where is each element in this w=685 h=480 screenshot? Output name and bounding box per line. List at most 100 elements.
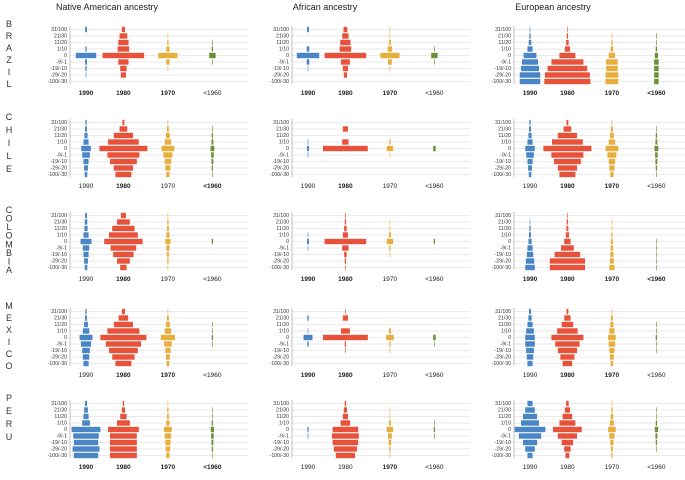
panel-mexico-1-bar-1990-bin-5 (307, 341, 309, 347)
panel-chile-2-cohort-label-1970: 1970 (605, 183, 620, 190)
panel-brazil-1-bar-1990-bin-0 (307, 26, 309, 33)
panel-colombia-1-tick-label: -9/-1 (278, 246, 289, 252)
panel-chile-0-bar-1980-bin-2 (113, 132, 133, 139)
panel-colombia-0-cohort-label-1990: 1990 (79, 276, 94, 283)
panel-colombia-0-bar-1980-bin-6 (113, 251, 134, 258)
panel-colombia-0-bar-1990-bin-4 (80, 238, 92, 245)
panel-peru-2-bar-1960-bin-3 (655, 420, 658, 426)
panel-mexico-1-bar-1980-bin-0 (345, 308, 346, 315)
panel-peru-2-bar-1970-bin-6 (610, 439, 614, 446)
panel-brazil-0-bar-1970-bin-2 (167, 39, 169, 46)
panel-brazil-2-tick-label: -100/-30 (492, 79, 511, 85)
panel-peru-0-bar-1980-bin-4 (108, 426, 139, 433)
panel-peru-1-bar-1980-bin-1 (343, 407, 347, 413)
panel-mexico-2-bar-1980-bin-1 (564, 315, 571, 321)
panel-chile-0-bar-1970-bin-4 (161, 145, 175, 152)
panel-chile-0-bar-1960-bin-8 (212, 171, 213, 178)
panel-mexico-2-bar-1970-bin-3 (609, 328, 615, 334)
panel-brazil-2-bar-1970-bin-7 (605, 72, 619, 78)
panel-mexico-2-bar-1980-bin-4 (551, 334, 584, 341)
panel-peru-0-bar-1980-bin-6 (109, 439, 137, 446)
panel-chile-2-bar-1990-bin-6 (527, 158, 533, 165)
panel-peru-0-tick-label: -19/-10 (51, 440, 68, 446)
panel-brazil-2-bar-1980-bin-8 (544, 78, 591, 85)
panel-chile-0-bar-1970-bin-2 (165, 132, 170, 139)
panel-mexico-2-bar-1970-bin-4 (608, 334, 616, 341)
panel-colombia-0-bar-1970-bin-5 (166, 245, 170, 251)
panel-mexico-0-bar-1970-bin-8 (166, 360, 170, 367)
panel-mexico-0-tick-label: 0 (64, 335, 67, 341)
panel-chile-0-cohort-label-1970: 1970 (161, 183, 176, 190)
panel-peru-2-bar-1990-bin-2 (522, 413, 538, 420)
panel-brazil-2-tick-label: 1/10 (501, 47, 511, 53)
panel-colombia-0-bar-1990-bin-1 (84, 219, 88, 225)
panel-colombia-1-bar-1980-bin-0 (345, 212, 346, 219)
panel-chile-2-tick-label: 21/30 (498, 127, 511, 133)
panel-mexico-2-bar-1960-bin-5 (656, 341, 657, 347)
panel-mexico-1-tick-label: 31/100 (273, 309, 289, 315)
panel-brazil-2-bar-1960-bin-1 (656, 33, 657, 39)
panel-mexico-0-bar-1990-bin-7 (82, 354, 90, 360)
panel-peru-2-cohort-label-1980: 1980 (560, 464, 575, 471)
panel-chile-1-cohort-label-1970: 1970 (383, 183, 398, 190)
panel-colombia-1-cohort-label-1960: <1960 (425, 276, 444, 283)
panel-colombia-2-bar-1990-bin-1 (529, 219, 531, 225)
row-label-brazil-letter: B (6, 19, 12, 29)
panel-peru-1-bar-1970-bin-6 (388, 439, 392, 446)
panel-mexico-2-bar-1960-bin-3 (656, 328, 657, 334)
panel-chile-2-tick-label: -19/-10 (495, 159, 512, 165)
panel-chile-0-bar-1960-bin-3 (211, 139, 214, 145)
panel-mexico-1-bar-1980-bin-5 (344, 341, 347, 347)
panel-colombia-1-bar-1970-bin-1 (389, 219, 391, 225)
panel-mexico-0-tick-label: 1/10 (57, 329, 67, 335)
panel-brazil-1-bar-1960-bin-4 (431, 52, 438, 59)
panel-chile-2-tick-label: 31/100 (495, 120, 511, 126)
panel-brazil-1-tick-label: -29/-20 (273, 73, 290, 79)
panel-peru-2-tick-label: 1/10 (501, 421, 511, 427)
panel-brazil-1-cohort-label-1980: 1980 (338, 90, 353, 97)
panel-mexico-1-cohort-label-1990: 1990 (301, 372, 316, 379)
panel-chile-2-bar-1970-bin-1 (610, 126, 613, 132)
panel-chile-0-tick-label: -100/-30 (48, 172, 67, 178)
row-label-mexico-letter: C (6, 349, 13, 359)
panel-mexico-0-bar-1990-bin-4 (79, 334, 93, 341)
panel-colombia-1-bar-1970-bin-2 (389, 225, 391, 232)
panel-colombia-0-bar-1990-bin-0 (85, 212, 87, 219)
panel-colombia-2-bar-1990-bin-3 (529, 232, 531, 238)
panel-chile-2-cohort-label-1980: 1980 (560, 183, 575, 190)
panel-peru-2-tick-label: 11/20 (498, 414, 511, 420)
panel-brazil-2-tick-label: -9/-1 (500, 60, 511, 66)
panel-mexico-1-cohort-label-1970: 1970 (383, 372, 398, 379)
panel-brazil-2-bar-1970-bin-3 (610, 46, 614, 52)
panel-brazil-0-bar-1990-bin-7 (85, 72, 87, 78)
panel-chile-0-bar-1990-bin-6 (83, 158, 89, 165)
panel-brazil-2-bar-1990-bin-2 (528, 39, 532, 46)
panel-peru-1-cohort-label-1960: <1960 (425, 464, 444, 471)
panel-colombia-2-bar-1970-bin-4 (610, 238, 613, 245)
panel-peru-2-bar-1970-bin-4 (608, 426, 616, 433)
panel-peru-2-bar-1970-bin-0 (611, 400, 613, 407)
panel-brazil-0-bar-1980-bin-6 (120, 65, 127, 72)
panel-peru-0-bar-1980-bin-8 (109, 452, 137, 459)
panel-chile-0-bar-1970-bin-1 (166, 126, 169, 132)
panel-peru-1-bar-1980-bin-4 (332, 426, 359, 433)
panel-brazil-0-bar-1980-bin-5 (118, 59, 129, 65)
panel-peru-0-bar-1970-bin-7 (165, 446, 171, 452)
panel-mexico-1-tick-label: 11/20 (276, 322, 289, 328)
panel-peru-0-cohort-label-1960: <1960 (203, 464, 222, 471)
panel-colombia-2-bar-1990-bin-7 (525, 258, 535, 264)
panel-colombia-1-bar-1980-bin-6 (344, 251, 347, 258)
panel-brazil-1-cohort-label-1960: <1960 (425, 90, 444, 97)
panel-chile-2-bar-1990-bin-7 (528, 165, 532, 171)
panel-peru-2-bar-1970-bin-8 (611, 452, 613, 459)
panel-colombia-2-tick-label: -19/-10 (495, 252, 512, 258)
panel-brazil-0-bar-1960-bin-5 (212, 59, 213, 65)
panel-mexico-0-bar-1970-bin-5 (164, 341, 172, 347)
panel-peru-2-bar-1960-bin-2 (656, 413, 657, 420)
panel-peru-2-bar-1960-bin-6 (655, 439, 658, 446)
panel-colombia-2-bar-1960-bin-8 (656, 264, 657, 271)
panel-colombia-0-bar-1970-bin-8 (167, 264, 169, 271)
panel-chile-0-bar-1990-bin-1 (85, 126, 87, 132)
panel-brazil-0-tick-label: 21/30 (54, 34, 67, 40)
